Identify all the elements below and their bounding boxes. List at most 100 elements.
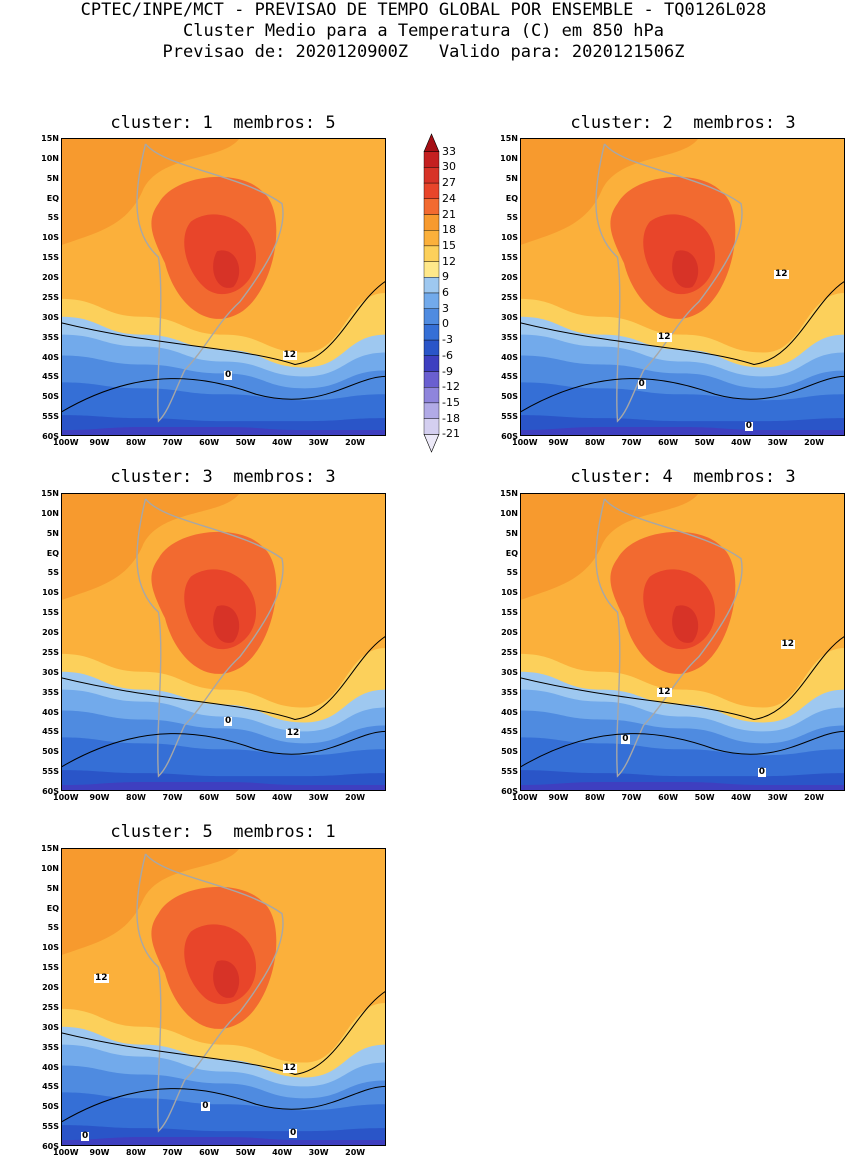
orange-band — [61, 493, 240, 601]
lat-label: 20S — [501, 273, 518, 283]
lon-label: 100W — [512, 793, 538, 802]
lat-label: 30S — [42, 667, 59, 677]
lat-label: 25S — [501, 647, 518, 657]
panel-title: cluster: 2 membros: 3 — [570, 113, 796, 133]
lon-label: 80W — [126, 793, 146, 802]
lat-label: 15N — [41, 844, 59, 853]
map-frame — [520, 138, 845, 436]
lat-label: 10N — [500, 153, 518, 163]
lat-label: 15S — [42, 608, 59, 618]
contour-0 — [61, 375, 386, 413]
lat-label: 45S — [42, 1082, 59, 1092]
lat-label: 35S — [42, 332, 59, 342]
colorbar-label: 3 — [442, 301, 449, 315]
lat-label: 15S — [42, 963, 59, 973]
lon-label: 30W — [767, 793, 788, 802]
panel-title: cluster: 3 membros: 3 — [110, 467, 336, 487]
lon-label: 100W — [53, 438, 79, 447]
temperature-map — [61, 848, 386, 1146]
colorbar-label: -18 — [442, 411, 460, 425]
colorbar-label: -3 — [442, 333, 453, 347]
lat-label: 5N — [505, 173, 518, 183]
lon-label: 70W — [621, 793, 642, 802]
lat-label: 15N — [41, 134, 59, 143]
coastline — [136, 498, 284, 778]
lon-label: 60W — [658, 793, 679, 802]
lat-label: 50S — [42, 392, 59, 402]
contour-label: 12 — [657, 331, 672, 342]
lat-label: 30S — [501, 312, 518, 322]
lat-label: 15N — [500, 489, 518, 498]
header-line-1: CPTEC/INPE/MCT - PREVISAO DE TEMPO GLOBA… — [80, 0, 767, 20]
colorbar-swatch — [423, 387, 440, 404]
lat-label: 20S — [42, 983, 59, 993]
colorbar-swatch — [423, 214, 440, 231]
lon-label: 60W — [658, 438, 679, 447]
contour-label: 12 — [282, 349, 298, 360]
colorbar-label: -6 — [442, 348, 453, 362]
lat-label: 50S — [42, 747, 59, 757]
lat-label: 35S — [501, 332, 518, 342]
lon-label: 60W — [199, 793, 220, 802]
temperature-band — [61, 782, 386, 791]
lat-label: 5S — [47, 923, 59, 933]
orange-band — [520, 138, 699, 246]
colorbar-label: 9 — [442, 270, 449, 284]
lat-label: 50S — [42, 1102, 59, 1112]
lat-label: 15S — [501, 608, 518, 618]
hottest-core — [213, 250, 240, 288]
lon-label: 70W — [162, 438, 183, 447]
colorbar-label: -21 — [442, 427, 460, 441]
hottest-core — [213, 605, 240, 643]
lat-label: 5N — [46, 173, 59, 183]
lon-label: 30W — [308, 1148, 329, 1157]
lon-label: 50W — [694, 793, 715, 802]
lat-label: 60S — [42, 1142, 59, 1151]
lon-label: 80W — [585, 793, 605, 802]
contour-12 — [61, 635, 386, 720]
colorbar-swatch — [423, 229, 440, 247]
lon-label: 50W — [235, 438, 256, 447]
temperature-map — [520, 138, 845, 436]
lat-label: 60S — [501, 432, 518, 441]
colorbar-swatch — [423, 324, 440, 341]
lon-label: 70W — [162, 793, 183, 802]
temperature-band — [520, 782, 845, 791]
lon-label: 30W — [767, 438, 788, 447]
lat-label: 10S — [501, 233, 518, 243]
colorbar-swatch — [423, 182, 440, 199]
coastline — [136, 143, 284, 423]
colorbar-swatch — [423, 198, 440, 215]
lat-label: 5S — [47, 568, 59, 578]
lat-label: 10S — [501, 588, 518, 598]
lon-label: 20W — [804, 793, 825, 802]
lon-label: 70W — [621, 438, 642, 447]
lat-label: 55S — [42, 412, 59, 422]
lat-label: 30S — [42, 312, 59, 322]
colorbar-swatch — [423, 371, 440, 388]
lat-label: EQ — [46, 193, 59, 203]
lat-label: 40S — [42, 707, 59, 717]
lon-label: 60W — [199, 1148, 220, 1157]
contour-label: 0 — [81, 1131, 90, 1142]
lat-label: 5S — [506, 568, 518, 578]
lat-label: 60S — [501, 787, 518, 796]
lon-label: 90W — [89, 793, 110, 802]
temperature-map — [520, 493, 845, 791]
lon-label: 20W — [345, 793, 366, 802]
colorbar-swatch — [423, 339, 440, 357]
lat-label: 15N — [500, 134, 518, 143]
lat-label: 30S — [42, 1022, 59, 1032]
contour-0 — [61, 1085, 386, 1123]
map-frame — [61, 493, 386, 791]
lon-label: 40W — [731, 793, 752, 802]
colorbar-label: 12 — [442, 254, 456, 268]
colorbar-label: 6 — [442, 286, 449, 299]
lat-label: 20S — [501, 628, 518, 638]
lat-label: 5S — [47, 213, 59, 223]
lon-label: 70W — [162, 1148, 183, 1157]
contour-label: 0 — [201, 1101, 210, 1112]
contour-12 — [520, 635, 845, 720]
lat-label: 35S — [42, 687, 59, 697]
lat-label: 10N — [41, 508, 59, 518]
